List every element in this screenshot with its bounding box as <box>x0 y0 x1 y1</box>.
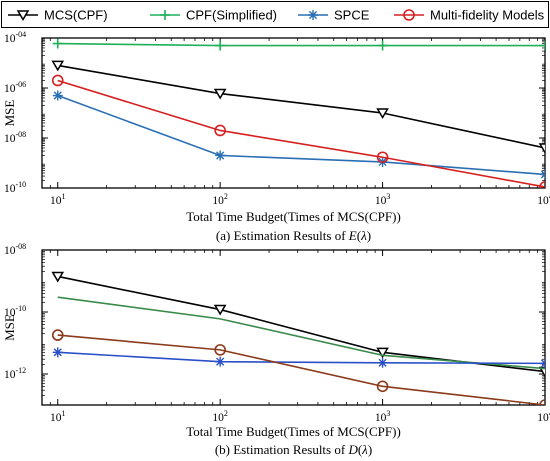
x-tick-label: 103 <box>375 192 391 207</box>
y-tick-label: 10-04 <box>4 30 26 45</box>
x-tick-label: 104 <box>537 192 550 207</box>
data-point <box>376 151 389 164</box>
data-point <box>51 74 64 87</box>
series-cpf-simplified- <box>52 38 545 51</box>
x-tick-label: 103 <box>375 409 391 424</box>
panel-caption: (b) Estimation Results of D(λ) <box>215 442 372 457</box>
data-point <box>213 304 227 316</box>
panel-caption: (a) Estimation Results of E(λ) <box>216 228 371 243</box>
chart-panel-b: 101 102 103 104 10-08 10-10 10-12 MSE Total Time… <box>2 242 550 457</box>
data-point <box>213 88 227 100</box>
legend-marker <box>160 10 170 20</box>
data-point <box>377 40 388 51</box>
plot-frame <box>41 37 546 189</box>
data-point <box>540 358 545 369</box>
plot-frame <box>41 249 546 406</box>
data-point <box>214 344 226 356</box>
y-tick-label: 10-06 <box>4 80 26 95</box>
data-point <box>52 38 63 49</box>
legend-item: MCS(CPF) <box>8 8 108 23</box>
y-tick-label: 10-08 <box>4 242 26 257</box>
data-point <box>540 40 545 51</box>
data-point <box>376 380 389 393</box>
series-line <box>57 94 545 176</box>
x-tick-label: 102 <box>212 409 228 424</box>
y-axis-label: MSE <box>2 314 17 341</box>
series-line <box>57 334 545 405</box>
legend-marker <box>308 10 318 20</box>
legend-item: SPCE <box>298 8 370 23</box>
series-line <box>57 351 545 365</box>
legend-marker <box>16 10 30 21</box>
data-point <box>538 366 545 378</box>
data-point <box>215 40 226 51</box>
x-tick-label: 102 <box>212 192 228 207</box>
series-multi-fidelity-models <box>51 329 545 405</box>
legend-label: CPF(Simplified) <box>186 8 277 23</box>
y-tick-label: 10-12 <box>4 366 26 381</box>
series-cpf-simplified- <box>57 296 545 370</box>
data-point <box>540 169 545 180</box>
series-line <box>57 42 545 47</box>
y-tick-label: 10-08 <box>4 130 26 145</box>
x-axis-label: Total Time Budget(Times of MCS(CPF)) <box>186 424 401 439</box>
legend-label: MCS(CPF) <box>44 8 108 23</box>
legend-label: SPCE <box>334 8 370 23</box>
data-point <box>376 108 389 119</box>
series-line <box>57 296 545 370</box>
legend-marker <box>403 9 415 21</box>
data-point <box>52 90 63 101</box>
x-axis-label: Total Time Budget(Times of MCS(CPF)) <box>186 209 401 224</box>
data-point <box>52 347 63 358</box>
series-multi-fidelity-models <box>51 74 545 188</box>
y-tick-label: 10-10 <box>4 180 26 195</box>
data-point <box>214 124 226 137</box>
data-point <box>539 181 545 188</box>
y-tick-label: 10-10 <box>4 304 26 319</box>
data-point <box>215 356 226 367</box>
x-tick-label: 101 <box>50 192 66 207</box>
legend-box <box>1 1 549 28</box>
legend-item: CPF(Simplified) <box>150 8 277 23</box>
data-point <box>376 347 389 359</box>
series-spce <box>52 347 545 369</box>
legend-label: Multi-fidelity Models <box>430 8 545 23</box>
data-point <box>51 329 64 341</box>
legend: MCS(CPF) CPF(Simplified) SPCE Multi-fidelit… <box>1 1 549 28</box>
chart-panel-a: 101 102 103 104 10-04 10-06 10-08 10-10 MSE Total… <box>2 30 550 243</box>
data-point <box>538 143 545 154</box>
x-tick-label: 104 <box>537 409 550 424</box>
series-line <box>57 64 545 149</box>
data-point <box>51 271 65 283</box>
y-axis-label: MSE <box>2 100 17 127</box>
data-point <box>377 357 388 368</box>
series-mcs-cpf- <box>51 60 545 154</box>
x-tick-label: 101 <box>50 409 66 424</box>
series-line <box>57 79 545 188</box>
data-point <box>51 60 65 72</box>
legend-item: Multi-fidelity Models <box>394 8 545 23</box>
data-point <box>215 150 226 161</box>
